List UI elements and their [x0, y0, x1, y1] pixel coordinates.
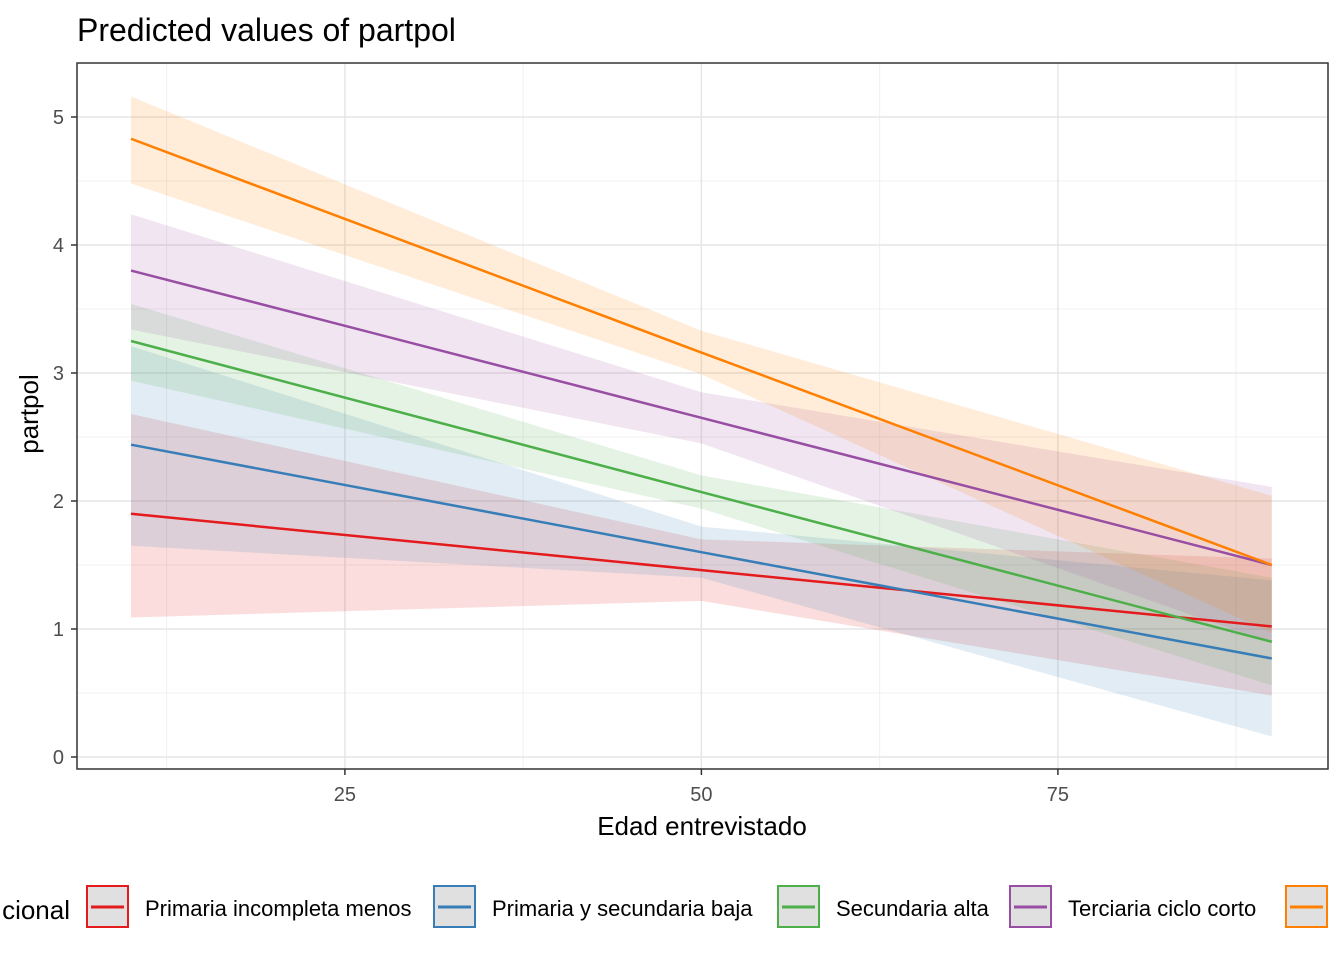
- y-tick-label: 0: [53, 747, 64, 769]
- y-tick-label: 5: [53, 107, 64, 129]
- y-tick-label: 2: [53, 491, 64, 513]
- x-axis-label: Edad entrevistado: [597, 811, 807, 841]
- y-tick-label: 4: [53, 235, 64, 257]
- legend: Primaria incompleta menos Primaria y secu…: [86, 885, 1328, 928]
- series-line: [130, 443, 1273, 660]
- chart-title: Predicted values of partpol: [77, 12, 456, 48]
- confidence-band: [131, 346, 1272, 737]
- legend-label: Secundaria alta: [836, 896, 990, 921]
- series-line: [130, 512, 1272, 628]
- series-line: [130, 269, 1273, 567]
- y-tick-label: 1: [53, 619, 64, 641]
- series-line: [130, 137, 1273, 567]
- confidence-band: [131, 96, 1272, 633]
- confidence-bands: [131, 96, 1272, 737]
- confidence-band: [131, 303, 1272, 686]
- confidence-band: [131, 413, 1272, 696]
- plot-border: [76, 62, 1329, 770]
- axis-ticks: 25 50 75 0 1 2 3 4 5: [53, 107, 1069, 806]
- x-tick-label: 75: [1047, 784, 1069, 806]
- legend-label: Primaria incompleta menos: [145, 896, 412, 921]
- legend-label: Primaria y secundaria baja: [492, 896, 753, 921]
- x-tick-label: 25: [334, 784, 356, 806]
- legend-label: Terciaria ciclo corto: [1068, 896, 1256, 921]
- legend-title: cional: [2, 895, 70, 925]
- x-tick-label: 50: [690, 784, 712, 806]
- y-tick-label: 3: [53, 363, 64, 385]
- y-axis-label: partpol: [14, 374, 44, 454]
- confidence-band: [131, 214, 1272, 644]
- series-lines: [130, 137, 1273, 660]
- series-line: [130, 339, 1273, 644]
